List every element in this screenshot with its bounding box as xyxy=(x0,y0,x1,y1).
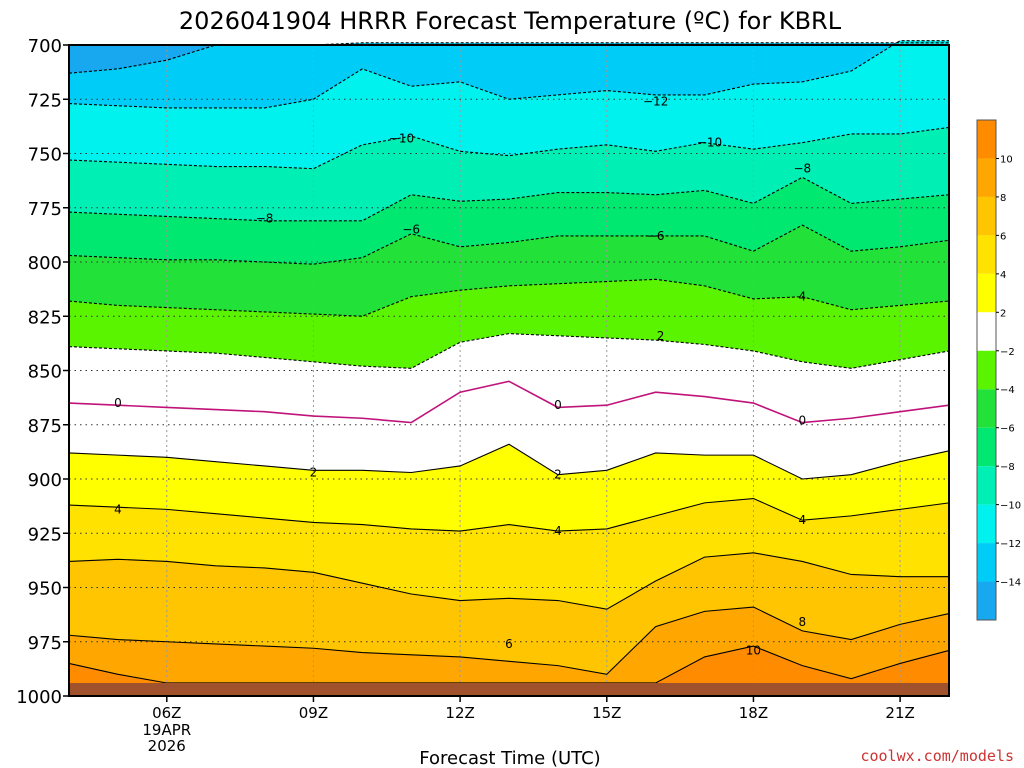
y-tick-label: 800 xyxy=(28,253,62,274)
colorbar-label: −10 xyxy=(1000,501,1021,512)
colorbar-swatch xyxy=(977,312,996,351)
y-tick-label: 950 xyxy=(28,579,62,600)
colorbar-frame xyxy=(976,119,997,621)
colorbar-label: 2 xyxy=(1000,308,1006,319)
contour-label: −6 xyxy=(647,229,665,243)
contour-label: 0 xyxy=(554,398,562,412)
y-tick-label: 850 xyxy=(28,362,62,383)
colorbar-swatch xyxy=(977,543,996,582)
x-tick-label: 15Z xyxy=(592,704,621,722)
contour-label: 2 xyxy=(554,468,562,482)
gridlines xyxy=(69,44,949,697)
contour-label: 2 xyxy=(657,329,665,343)
colorbar: 10 8 6 4 2 −2 −4 −6 −8 −10 −12 −14 xyxy=(976,119,1021,621)
contour-label: 8 xyxy=(799,615,807,629)
x-axis-label: Forecast Time (UTC) xyxy=(419,748,600,768)
colorbar-label: −8 xyxy=(1000,462,1015,473)
plot-area: −12 −10 −10 −8 −8 −6 −6 4 2 0 0 0 2 2 4 4 4 6 8 10 xyxy=(68,40,950,697)
isotherm-line xyxy=(68,42,949,74)
colorbar-swatch xyxy=(977,581,996,620)
isotherm-line xyxy=(68,176,950,222)
y-tick-label: 900 xyxy=(28,470,62,491)
isotherm-line xyxy=(68,497,950,532)
x-tick-label: 21Z xyxy=(885,704,914,722)
isotherm-line xyxy=(68,552,949,610)
x-date-label: 2026 xyxy=(148,737,186,755)
contour-labels: −12 −10 −10 −8 −8 −6 −6 4 2 0 0 0 2 2 4 4 4 6 8 10 xyxy=(114,94,811,657)
colorbar-swatch xyxy=(977,504,996,544)
colorbar-swatch xyxy=(977,120,996,159)
y-tick-label: 975 xyxy=(28,633,62,654)
colorbar-label: 8 xyxy=(1000,193,1006,204)
colorbar-label: 4 xyxy=(1000,270,1006,281)
x-date-label: 19APR xyxy=(142,721,191,739)
y-tick-label: 700 xyxy=(28,36,62,57)
y-tick-label: 775 xyxy=(28,199,62,220)
contour-label: 4 xyxy=(114,502,122,516)
colorbar-swatch xyxy=(977,158,996,197)
x-tick-label: 18Z xyxy=(739,704,768,722)
chart-title: 2026041904 HRRR Forecast Temperature (ºC… xyxy=(179,7,842,35)
y-tick-label: 1000 xyxy=(16,687,62,708)
colorbar-label: 10 xyxy=(1000,154,1013,165)
colorbar-label: −4 xyxy=(1000,385,1015,396)
contour-label: 0 xyxy=(799,413,807,427)
contour-label: 4 xyxy=(799,513,807,527)
contour-label: −10 xyxy=(697,136,722,150)
x-tick-label: 09Z xyxy=(299,704,328,722)
colorbar-swatch xyxy=(977,273,996,313)
credit-text: coolwx.com/models xyxy=(860,747,1014,765)
isotherm-line xyxy=(68,126,950,170)
colorbar-swatch xyxy=(977,196,996,236)
isotherm-line xyxy=(68,380,950,424)
y-tick-label: 875 xyxy=(28,416,62,437)
colorbar-swatch xyxy=(977,389,996,428)
y-tick-label: 750 xyxy=(28,145,62,166)
contour-label: −8 xyxy=(793,162,811,176)
contour-label: −6 xyxy=(402,222,420,236)
colorbar-swatch xyxy=(977,466,996,505)
contour-label: 4 xyxy=(799,290,807,304)
isotherm-line xyxy=(68,443,950,480)
x-tick-label: 06Z xyxy=(152,704,181,722)
colorbar-label: −2 xyxy=(1000,347,1015,358)
colorbar-label: −12 xyxy=(1000,539,1021,550)
isotherm-line xyxy=(68,278,950,317)
contour-label: −10 xyxy=(389,131,414,145)
contour-label: 0 xyxy=(114,396,122,410)
colorbar-label: 6 xyxy=(1000,231,1006,242)
colorbar-swatch xyxy=(977,235,996,274)
contour-label: −12 xyxy=(643,94,668,108)
colorbar-label: −14 xyxy=(1000,578,1021,589)
isotherm-line xyxy=(68,606,950,675)
ground-surface xyxy=(69,682,949,696)
contour-label: 4 xyxy=(554,524,562,538)
axes: 7007257507758008258508759009259509751000… xyxy=(16,36,915,755)
y-tick-label: 725 xyxy=(28,90,62,111)
colorbar-label: −6 xyxy=(1000,424,1015,435)
contour-label: −8 xyxy=(256,212,274,226)
y-tick-label: 825 xyxy=(28,307,62,328)
isotherm-line xyxy=(68,40,949,109)
x-tick-label: 12Z xyxy=(445,704,474,722)
isotherm-line xyxy=(68,224,950,265)
contour-label: 6 xyxy=(505,637,513,651)
contour-label: 2 xyxy=(310,465,318,479)
isotherm-line xyxy=(68,333,950,369)
y-tick-label: 925 xyxy=(28,524,62,545)
colorbar-swatch xyxy=(977,427,996,467)
contour-label: 10 xyxy=(746,643,761,657)
colorbar-swatch xyxy=(977,350,996,390)
